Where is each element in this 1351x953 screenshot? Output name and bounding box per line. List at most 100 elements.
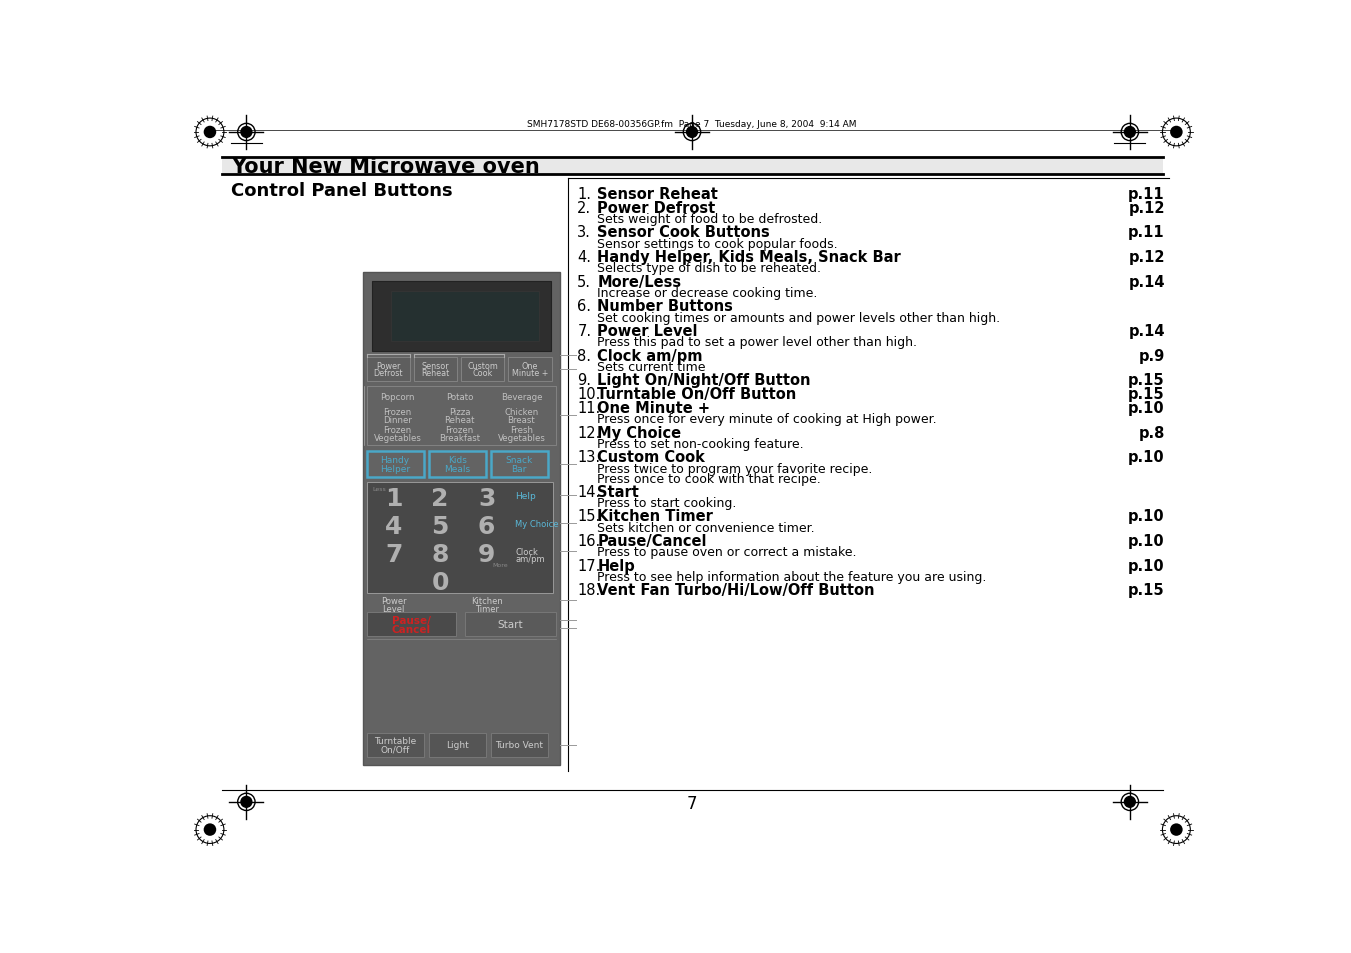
Text: 3.: 3. [577,225,592,240]
Circle shape [1124,128,1135,138]
Text: 1: 1 [385,486,403,510]
Text: Set cooking times or amounts and power levels other than high.: Set cooking times or amounts and power l… [597,312,1001,324]
Text: Light On/Night/Off Button: Light On/Night/Off Button [597,373,811,388]
Text: 4: 4 [385,515,403,538]
Text: Timer: Timer [474,604,499,614]
Text: Increase or decrease cooking time.: Increase or decrease cooking time. [597,287,817,299]
Text: Turntable: Turntable [374,736,416,745]
Text: 16.: 16. [577,534,601,549]
Text: Less: Less [372,486,385,492]
Text: 2: 2 [431,486,449,510]
Text: p.15: p.15 [1128,387,1165,401]
Text: p.12: p.12 [1128,200,1165,215]
Text: Dinner: Dinner [384,416,412,424]
Text: 11.: 11. [577,400,601,416]
Text: Control Panel Buttons: Control Panel Buttons [231,181,453,199]
Text: Press this pad to set a power level other than high.: Press this pad to set a power level othe… [597,335,917,349]
Text: p.12: p.12 [1128,250,1165,265]
Bar [366,612,455,637]
Text: Pause/: Pause/ [392,616,431,625]
Text: 8: 8 [431,542,449,566]
Text: Power: Power [381,597,407,606]
Text: Clock am/pm: Clock am/pm [597,348,703,363]
Text: Sensor Reheat: Sensor Reheat [597,187,719,202]
Text: Frozen: Frozen [384,408,412,416]
Text: 3: 3 [478,486,496,510]
Text: p.10: p.10 [1128,509,1165,524]
Text: Minute +: Minute + [512,369,549,378]
Text: Press to start cooking.: Press to start cooking. [597,497,736,510]
Text: Reheat: Reheat [444,416,474,424]
Text: Kids: Kids [447,456,466,464]
Text: p.15: p.15 [1128,373,1165,388]
Text: Chicken: Chicken [504,408,539,416]
Bar [461,357,504,382]
Text: My Choice: My Choice [597,425,681,440]
Circle shape [204,823,216,836]
Circle shape [686,128,697,138]
Text: Bar: Bar [512,464,527,474]
Text: Sensor: Sensor [422,361,450,371]
Text: Help: Help [597,558,635,573]
Text: Potato: Potato [446,393,473,402]
Bar [490,452,549,477]
Text: 10.: 10. [577,387,601,401]
Text: 14.: 14. [577,484,601,499]
Text: 13.: 13. [577,450,600,465]
Bar [392,292,539,342]
Text: 9.: 9. [577,373,592,388]
Text: Selects type of dish to be reheated.: Selects type of dish to be reheated. [597,262,821,275]
Text: Frozen: Frozen [446,426,474,435]
Circle shape [240,797,251,807]
Text: p.14: p.14 [1128,324,1165,338]
Text: 0: 0 [431,570,449,594]
Bar [490,733,549,758]
Text: More/Less: More/Less [597,274,681,290]
Text: Press to see help information about the feature you are using.: Press to see help information about the … [597,571,986,583]
Text: p.10: p.10 [1128,558,1165,573]
Text: Press to pause oven or correct a mistake.: Press to pause oven or correct a mistake… [597,546,857,558]
Text: 5: 5 [431,515,449,538]
Text: Light: Light [446,740,469,750]
Text: Popcorn: Popcorn [380,393,415,402]
Text: am/pm: am/pm [515,555,544,563]
Text: Sets current time: Sets current time [597,360,707,374]
Text: Cancel: Cancel [392,625,431,635]
Circle shape [204,127,216,139]
Circle shape [1170,127,1182,139]
Text: Sensor settings to cook popular foods.: Sensor settings to cook popular foods. [597,237,838,251]
Circle shape [240,128,251,138]
Text: Turbo Vent: Turbo Vent [496,740,543,750]
Text: Sensor Cook Buttons: Sensor Cook Buttons [597,225,770,240]
Text: 6.: 6. [577,299,592,314]
Text: Level: Level [382,604,405,614]
Text: Meals: Meals [444,464,470,474]
Text: Start: Start [597,484,639,499]
Text: Handy Helper, Kids Meals, Snack Bar: Handy Helper, Kids Meals, Snack Bar [597,250,901,265]
Text: p.15: p.15 [1128,583,1165,598]
Text: p.11: p.11 [1128,225,1165,240]
Text: Clock: Clock [515,547,538,557]
Text: 15.: 15. [577,509,601,524]
Text: Help: Help [515,492,536,500]
Text: Reheat: Reheat [422,369,450,378]
Bar [366,482,553,594]
Bar [222,158,1163,175]
Bar [428,452,486,477]
Bar [413,357,457,382]
Bar [465,612,557,637]
Text: p.9: p.9 [1139,348,1165,363]
Text: Power Defrost: Power Defrost [597,200,716,215]
Circle shape [1124,797,1135,807]
Text: 2.: 2. [577,200,592,215]
Text: Cook: Cook [473,369,493,378]
Text: 7: 7 [686,795,697,813]
Text: Snack: Snack [505,456,532,464]
Circle shape [1170,823,1182,836]
Text: Custom: Custom [467,361,499,371]
Text: Handy: Handy [381,456,409,464]
Text: Vegetables: Vegetables [374,434,422,443]
Text: Defrost: Defrost [373,369,403,378]
Text: Fresh: Fresh [509,426,534,435]
Text: Press once to cook with that recipe.: Press once to cook with that recipe. [597,472,821,485]
